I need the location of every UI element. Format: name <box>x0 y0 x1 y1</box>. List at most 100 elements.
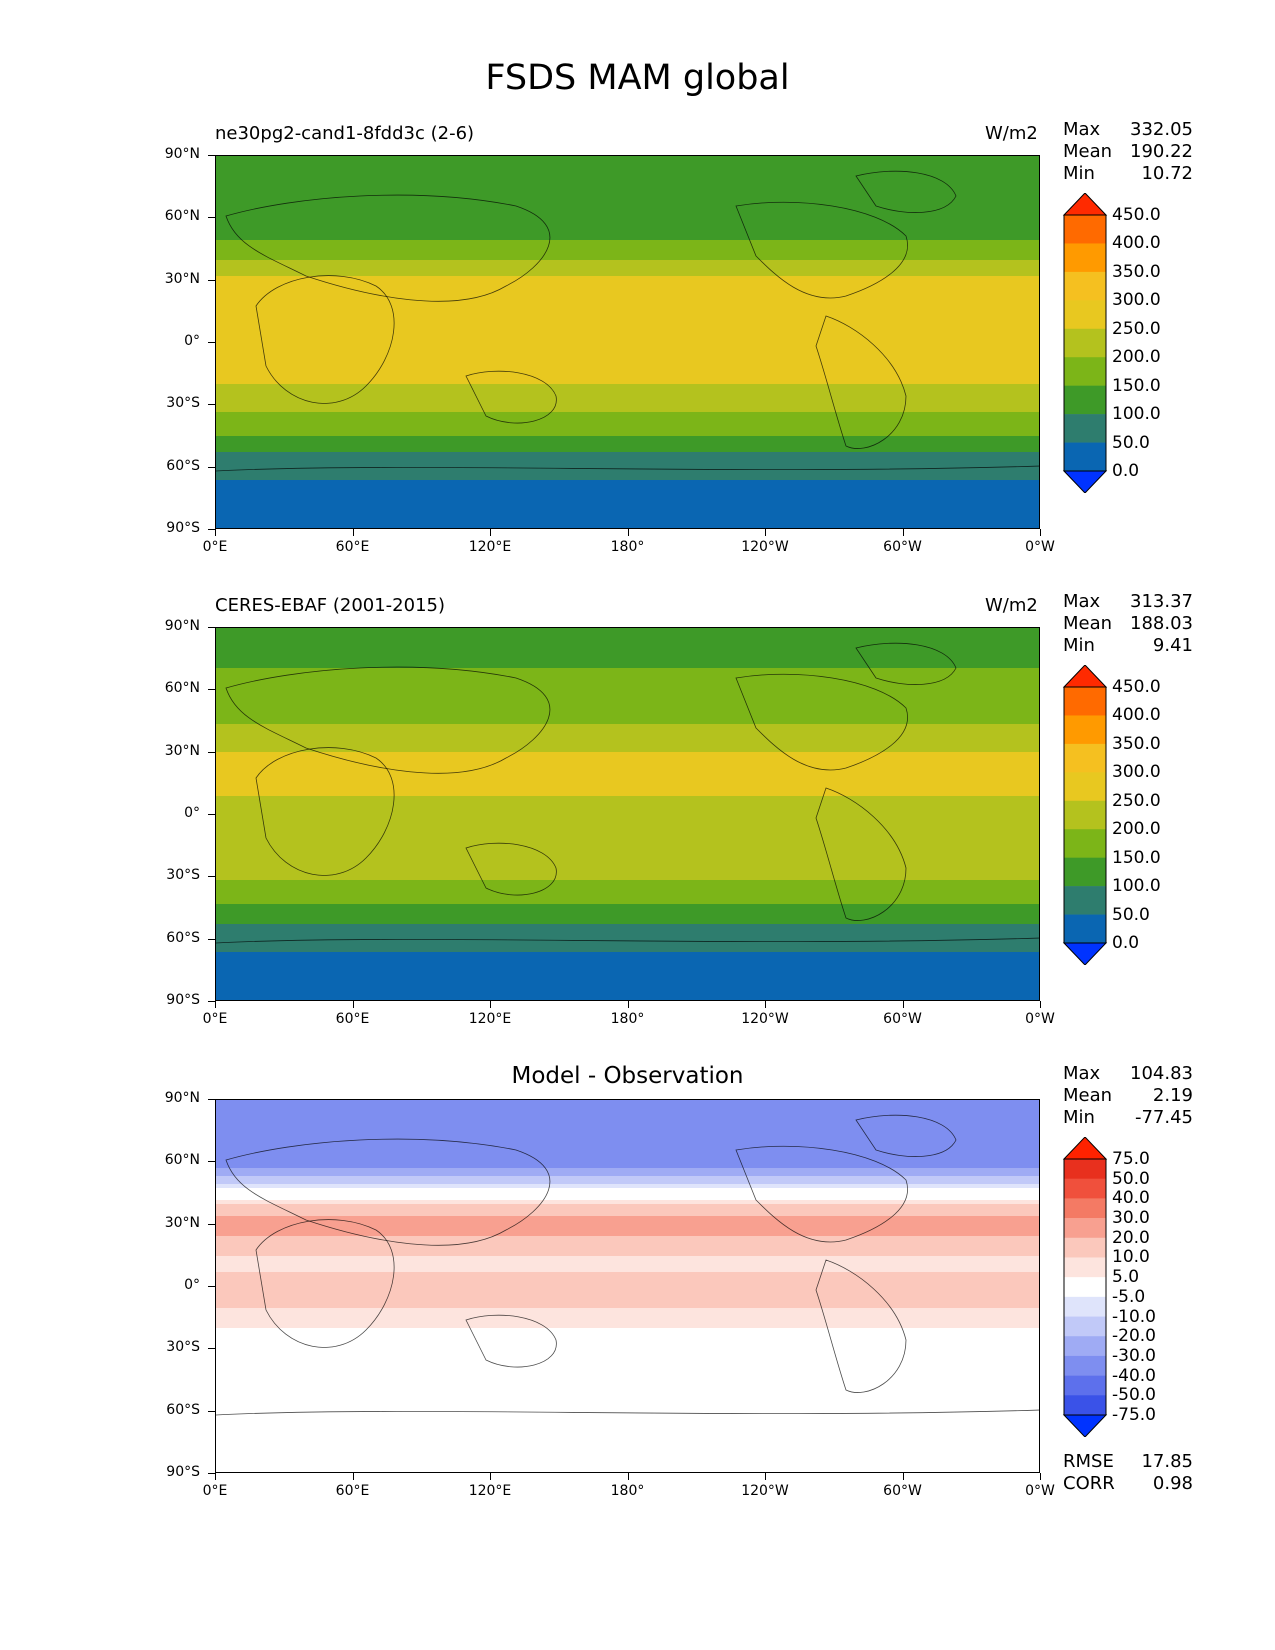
lat-band <box>216 364 1039 369</box>
lat-band <box>216 1260 1039 1265</box>
lat-band <box>216 664 1039 669</box>
mean-value: 2.19 <box>1152 1085 1193 1106</box>
lat-band <box>216 428 1039 433</box>
lat-band <box>216 1412 1039 1417</box>
y-tick-label: 90°N <box>164 1090 200 1106</box>
lat-band <box>216 256 1039 261</box>
colorbar: 450.0 400.0 350.0 300.0 250.0 200.0 150.0 100.0… <box>1062 664 1161 969</box>
colorbar-segment <box>1064 687 1106 716</box>
panel-model: ne30pg2-cand1-8fdd3c (2-6) W/m2 Max 332.0… <box>0 119 1275 615</box>
lat-band <box>216 724 1039 729</box>
colorbar: 450.0 400.0 350.0 300.0 250.0 200.0 150.0 100.0… <box>1062 192 1161 497</box>
x-tick <box>627 1001 629 1008</box>
lat-band <box>216 688 1039 693</box>
colorbar-extend-max <box>1062 1136 1108 1160</box>
lat-band <box>216 1292 1039 1297</box>
colorbar-tick-label: -20.0 <box>1112 1326 1156 1347</box>
x-tick <box>215 529 216 536</box>
lat-band <box>216 1244 1039 1249</box>
colorbar-tick-label: 10.0 <box>1112 1247 1150 1268</box>
lat-band <box>216 1336 1039 1341</box>
colorbar-segment <box>1064 1159 1106 1179</box>
lat-band <box>216 328 1039 333</box>
min-label: Min <box>1063 163 1095 184</box>
colorbar-segment <box>1064 1316 1106 1337</box>
y-tick-label: 30°S <box>166 867 200 884</box>
lat-band <box>216 220 1039 225</box>
lat-band <box>216 952 1039 957</box>
lat-band <box>216 500 1039 505</box>
lat-band <box>216 1288 1039 1293</box>
lat-band <box>216 336 1039 341</box>
lat-band <box>216 388 1039 393</box>
lat-band <box>216 1420 1039 1425</box>
lat-band <box>216 1284 1039 1289</box>
lat-band <box>216 232 1039 237</box>
colorbar-tick-label: 100.0 <box>1112 876 1161 897</box>
lat-band <box>216 916 1039 921</box>
lat-band <box>216 1108 1039 1113</box>
lat-band <box>216 1356 1039 1361</box>
lat-band <box>216 1112 1039 1117</box>
lat-band <box>216 1368 1039 1373</box>
max-label: Max <box>1063 591 1101 612</box>
y-tick <box>208 1161 215 1163</box>
colorbar-extend-max <box>1062 192 1108 216</box>
y-tick <box>208 876 215 878</box>
lat-band <box>216 236 1039 241</box>
lat-band <box>216 852 1039 857</box>
y-tick <box>208 751 215 753</box>
colorbar-segment <box>1064 1198 1106 1219</box>
y-tick <box>208 217 215 219</box>
lat-band <box>216 1296 1039 1301</box>
lat-band <box>216 924 1039 929</box>
colorbar-tick-label: 50.0 <box>1112 1168 1150 1189</box>
colorbar-segment <box>1064 829 1106 858</box>
x-tick-label: 60°W <box>883 1011 922 1027</box>
lat-band <box>216 872 1039 877</box>
x-tick-label: 180° <box>610 539 645 555</box>
lat-band <box>216 280 1039 285</box>
colorbar-segment <box>1064 1375 1106 1396</box>
lat-band <box>216 212 1039 217</box>
lat-band <box>216 744 1039 749</box>
lat-band <box>216 1456 1039 1461</box>
colorbar-tick-label: 250.0 <box>1112 790 1161 811</box>
map-area <box>215 627 1040 1001</box>
mean-value: 190.22 <box>1130 141 1193 162</box>
lat-band <box>216 680 1039 685</box>
lat-band <box>216 1252 1039 1257</box>
lat-band <box>216 1144 1039 1149</box>
x-tick-label: 0°E <box>202 539 228 555</box>
panel-label: Model - Observation <box>511 1063 744 1089</box>
lat-band <box>216 1384 1039 1389</box>
lat-band <box>216 1280 1039 1285</box>
lat-band <box>216 800 1039 805</box>
x-tick <box>1040 1001 1041 1008</box>
x-tick <box>352 1001 354 1008</box>
lat-band <box>216 1184 1039 1189</box>
lat-band <box>216 1100 1039 1105</box>
x-tick-label: 120°W <box>741 539 789 555</box>
y-tick <box>208 466 215 468</box>
mean-value: 188.03 <box>1130 613 1193 634</box>
x-tick-label: 0°E <box>202 1011 228 1027</box>
lat-band <box>216 820 1039 825</box>
colorbar-svg <box>1062 1136 1108 1438</box>
stats-box: Max 104.83 Mean 2.19 Min -77.45 <box>1063 1063 1193 1129</box>
lat-band <box>216 160 1039 165</box>
x-tick <box>215 1473 216 1480</box>
coastline <box>216 1409 1039 1416</box>
lat-band <box>216 408 1039 413</box>
coastline <box>855 1114 957 1157</box>
lat-band <box>216 348 1039 353</box>
lat-band <box>216 1440 1039 1445</box>
lat-band <box>216 856 1039 861</box>
lat-band <box>216 884 1039 889</box>
map-svg <box>216 628 1039 1000</box>
lat-band <box>216 684 1039 689</box>
lat-band <box>216 1376 1039 1381</box>
lat-band <box>216 1236 1039 1241</box>
lat-band <box>216 228 1039 233</box>
coastline <box>465 842 557 896</box>
